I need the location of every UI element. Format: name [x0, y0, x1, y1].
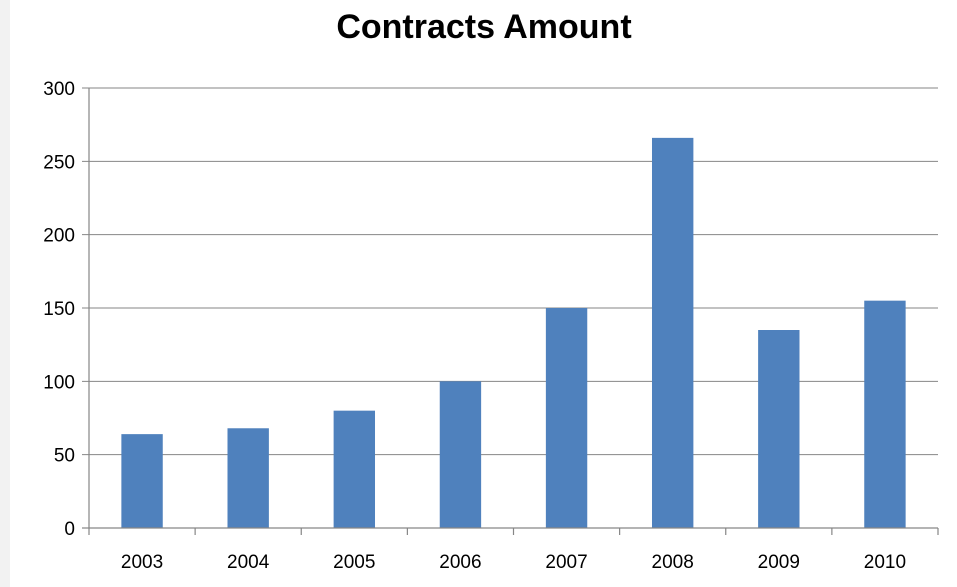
y-tick-label: 150: [43, 299, 75, 320]
x-tick-label: 2010: [864, 552, 906, 573]
bar-2007: [545, 308, 588, 528]
x-tick-label: 2008: [652, 552, 694, 573]
y-tick-label: 300: [43, 79, 75, 100]
x-tick-label: 2006: [439, 552, 481, 573]
bar-2009: [758, 330, 800, 528]
chart-frame: Contracts Amount 0 50 100 150 200 250 300 2003 2…: [10, 0, 957, 587]
y-tick-label: 100: [43, 372, 75, 393]
gridlines: [82, 87, 938, 456]
bar-2004: [227, 428, 269, 528]
x-tick-label: 2003: [121, 552, 163, 573]
bar-chart: Contracts Amount 0 50 100 150 200 250 300 2003 2…: [43, 8, 939, 573]
y-tick-label: 200: [43, 226, 75, 247]
bar-2006: [439, 381, 482, 528]
axes: [82, 88, 939, 535]
x-tick-label: 2004: [227, 552, 270, 573]
bars: [121, 137, 906, 528]
bar-2008: [651, 137, 694, 528]
x-tick-label: 2009: [758, 552, 800, 573]
x-tick-label: 2007: [545, 552, 587, 573]
bar-2010: [864, 300, 906, 528]
tick-labels: 0 50 100 150 200 250 300 2003 2004 2005 2006 2007 20…: [43, 79, 906, 573]
y-tick-label: 250: [43, 152, 75, 173]
x-tick-label: 2005: [333, 552, 375, 573]
y-tick-label: 50: [54, 446, 75, 467]
bar-2003: [121, 434, 163, 528]
chart-title: Contracts Amount: [336, 8, 631, 46]
bar-2005: [333, 410, 376, 528]
y-tick-label: 0: [64, 519, 75, 540]
